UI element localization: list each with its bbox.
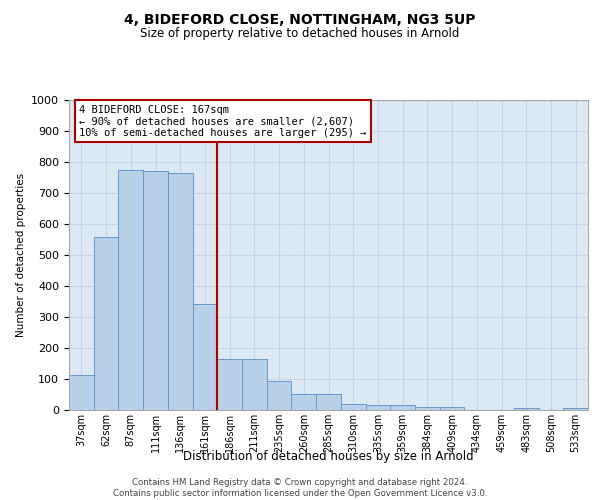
Bar	[94, 237, 118, 410]
Bar	[193, 304, 217, 410]
Bar	[316, 394, 341, 410]
Bar	[217, 360, 242, 410]
Bar	[69, 376, 94, 410]
Bar	[563, 408, 588, 410]
Bar	[267, 380, 292, 410]
Text: Contains HM Land Registry data © Crown copyright and database right 2024.
Contai: Contains HM Land Registry data © Crown c…	[113, 478, 487, 498]
Y-axis label: Number of detached properties: Number of detached properties	[16, 173, 26, 337]
Text: Size of property relative to detached houses in Arnold: Size of property relative to detached ho…	[140, 28, 460, 40]
Bar	[143, 172, 168, 410]
Text: 4 BIDEFORD CLOSE: 167sqm
← 90% of detached houses are smaller (2,607)
10% of sem: 4 BIDEFORD CLOSE: 167sqm ← 90% of detach…	[79, 104, 367, 138]
Bar	[514, 408, 539, 410]
Bar	[415, 407, 440, 410]
Text: 4, BIDEFORD CLOSE, NOTTINGHAM, NG3 5UP: 4, BIDEFORD CLOSE, NOTTINGHAM, NG3 5UP	[124, 12, 476, 26]
Bar	[390, 406, 415, 410]
Bar	[168, 173, 193, 410]
Bar	[242, 360, 267, 410]
Bar	[292, 394, 316, 410]
Bar	[341, 404, 365, 410]
Bar	[118, 170, 143, 410]
Bar	[440, 407, 464, 410]
Text: Distribution of detached houses by size in Arnold: Distribution of detached houses by size …	[184, 450, 474, 463]
Bar	[365, 406, 390, 410]
